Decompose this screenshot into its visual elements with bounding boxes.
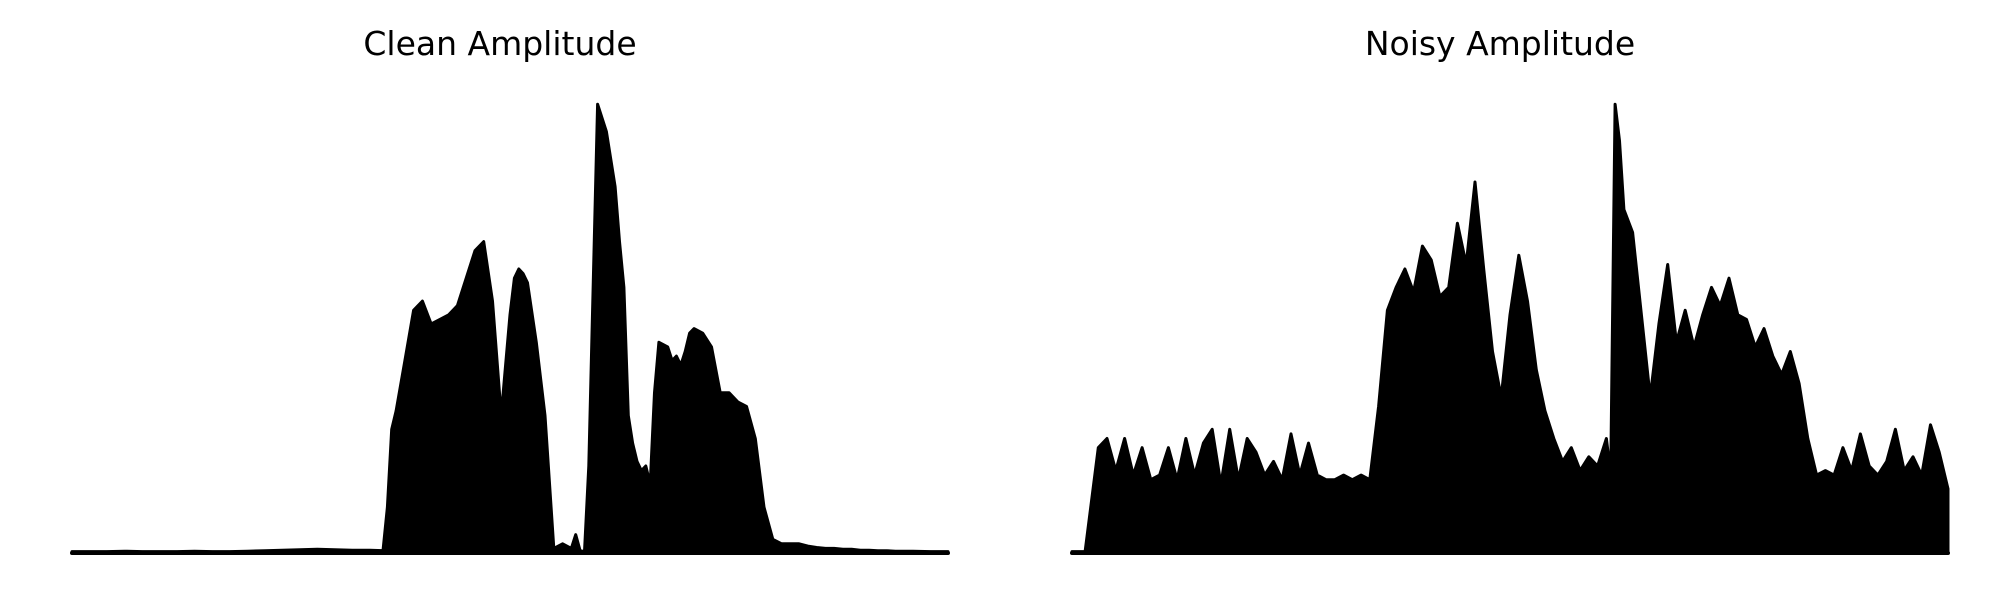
clean-amplitude-title: Clean Amplitude	[363, 24, 637, 63]
amplitude-area	[70, 102, 950, 555]
clean-amplitude-chart	[70, 102, 950, 555]
noisy-amplitude-chart	[1070, 102, 1950, 555]
noisy-amplitude-title: Noisy Amplitude	[1364, 24, 1636, 63]
noisy-amplitude-panel: Noisy Amplitude	[1000, 0, 2000, 600]
amplitude-area	[1070, 102, 1950, 555]
clean-amplitude-panel: Clean Amplitude	[70, 24, 950, 555]
